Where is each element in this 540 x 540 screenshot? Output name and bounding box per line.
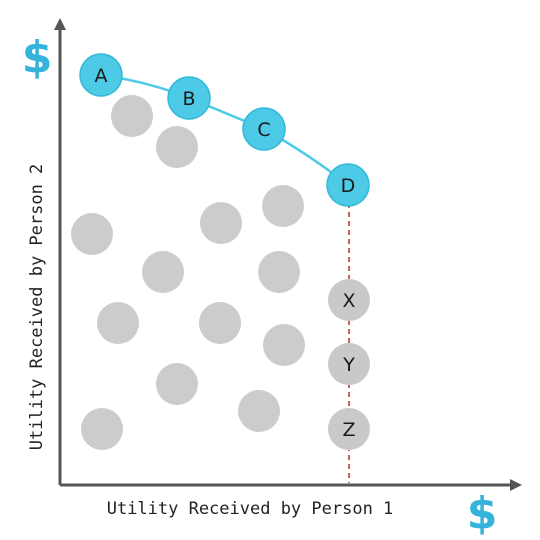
point-y-circle: [328, 343, 370, 385]
gray-point: [262, 185, 304, 227]
point-a-circle: [79, 53, 123, 97]
point-b-label: B: [182, 88, 195, 110]
y-axis-label: Utility Received by Person 2: [27, 164, 47, 451]
point-z-label: Z: [342, 419, 355, 441]
gray-point: [111, 95, 153, 137]
gray-point: [156, 363, 198, 405]
point-c: C: [242, 107, 286, 151]
point-x-label: X: [342, 290, 355, 312]
gray-point: [81, 408, 123, 450]
gray-points-group: [71, 95, 305, 450]
point-c-label: C: [257, 119, 270, 141]
gray-point: [200, 202, 242, 244]
gray-point: [258, 251, 300, 293]
point-z-circle: [328, 408, 370, 450]
point-x-circle: [328, 279, 370, 321]
gray-point: [156, 126, 198, 168]
gray-point: [199, 302, 241, 344]
point-b: B: [167, 76, 211, 120]
point-y-label: Y: [342, 354, 355, 376]
point-z: Z: [328, 408, 370, 450]
point-d-circle: [326, 163, 370, 207]
point-a-label: A: [95, 65, 108, 87]
point-c-circle: [242, 107, 286, 151]
frontier-points-group: A B C D: [79, 53, 370, 207]
point-a: A: [79, 53, 123, 97]
gray-point: [263, 324, 305, 366]
point-d-label: D: [341, 175, 356, 197]
point-b-circle: [167, 76, 211, 120]
gray-point: [97, 302, 139, 344]
gray-point: [238, 390, 280, 432]
point-y: Y: [328, 343, 370, 385]
x-dollar-icon: $: [467, 488, 498, 539]
point-d: D: [326, 163, 370, 207]
frontier-curve: [100, 73, 349, 186]
point-x: X: [328, 279, 370, 321]
vertical-points-group: X Y Z: [328, 279, 370, 450]
gray-point: [71, 213, 113, 255]
gray-point: [142, 251, 184, 293]
y-dollar-icon: $: [22, 32, 53, 83]
x-axis-label: Utility Received by Person 1: [107, 499, 394, 519]
